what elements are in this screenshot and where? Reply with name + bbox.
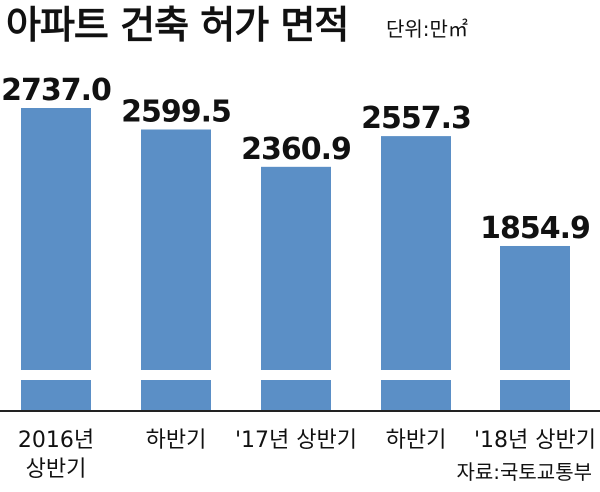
chart-title: 아파트 건축 허가 면적 xyxy=(6,3,349,47)
data-label: 2737.0 xyxy=(1,73,111,108)
bar xyxy=(141,129,211,411)
category-label: '17년 상반기 xyxy=(235,428,357,453)
category-label: 상반기 xyxy=(26,457,87,482)
source-label: 자료:국토교통부 xyxy=(456,460,592,484)
data-label: 2599.5 xyxy=(121,95,231,130)
data-label: 2360.9 xyxy=(241,132,351,167)
category-label: 하반기 xyxy=(386,428,447,453)
axis-break xyxy=(20,370,92,380)
bar xyxy=(500,245,570,411)
axis-break xyxy=(140,370,212,380)
axis-break xyxy=(380,370,452,380)
category-label: 2016년 xyxy=(18,428,94,453)
category-label: 하반기 xyxy=(146,428,207,453)
axis-break xyxy=(499,370,571,380)
data-label: 1854.9 xyxy=(480,211,590,246)
bar xyxy=(381,136,451,411)
axis-break xyxy=(260,370,332,380)
category-label: '18년 상반기 xyxy=(474,428,596,453)
data-label: 2557.3 xyxy=(361,101,471,136)
unit-label: 단위:만㎡ xyxy=(386,17,468,41)
bar xyxy=(21,108,91,411)
